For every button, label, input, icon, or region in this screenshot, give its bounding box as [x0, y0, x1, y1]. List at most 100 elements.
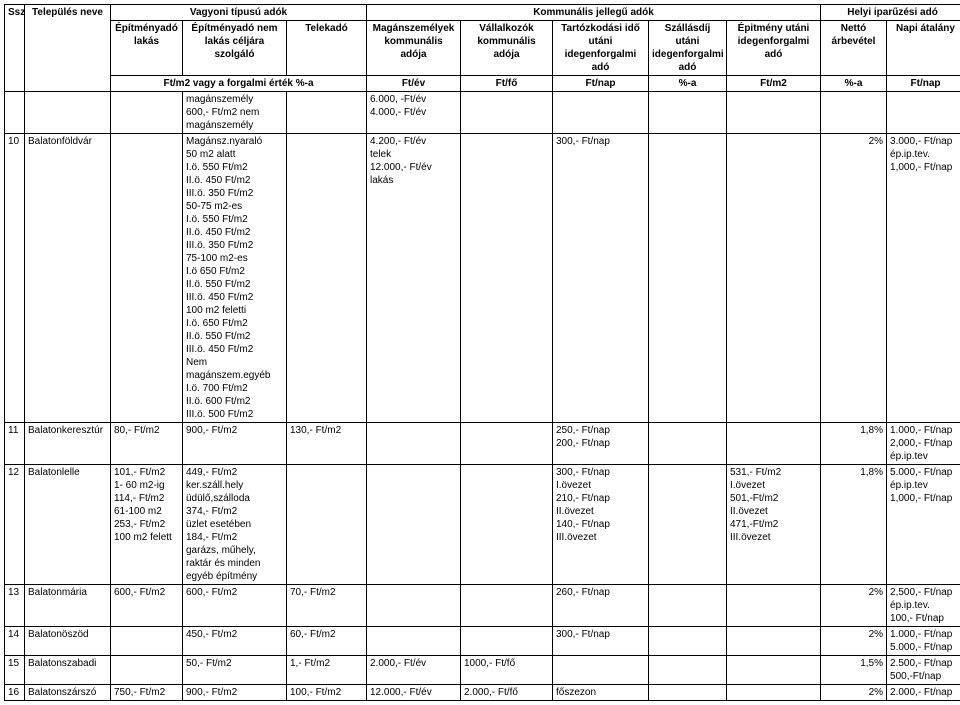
cell-napi: 2,500,- Ft/nap ép.ip.tev. 100,- Ft/nap: [887, 585, 960, 627]
cell-netto: 1,5%: [821, 656, 887, 685]
cell-vall: 2.000,- Ft/fő: [461, 685, 553, 701]
table-row: 13 Balatonmária 600,- Ft/m2 600,- Ft/m2 …: [5, 585, 960, 627]
table-row: 11 Balatonkeresztúr 80,- Ft/m2 900,- Ft/…: [5, 423, 960, 465]
cell-nemlakas: magánszemély 600,- Ft/m2 nem magánszemél…: [183, 92, 287, 134]
cell-nemlakas: 450,- Ft/m2: [183, 627, 287, 656]
sub-ftnap: Ft/nap: [553, 76, 649, 92]
cell-epit: [727, 585, 821, 627]
cell-netto: 1,8%: [821, 465, 887, 585]
sub-pct: %-a: [649, 76, 727, 92]
cell-szall: [649, 465, 727, 585]
cell-vall: [461, 465, 553, 585]
cell-ssz: 10: [5, 134, 25, 423]
cell-netto: 1,8%: [821, 423, 887, 465]
cell-szall: [649, 134, 727, 423]
cell-vall: 1000,- Ft/fő: [461, 656, 553, 685]
hdr-group-helyi: Helyi iparűzési adó: [821, 5, 960, 21]
cell-napi: [887, 92, 960, 134]
cell-magan: 12.000,- Ft/év: [367, 685, 461, 701]
cell-lakas: 750,- Ft/m2: [111, 685, 183, 701]
hdr-napi: Napi átalány: [887, 21, 960, 76]
cell-netto: [821, 92, 887, 134]
cell-nemlakas: Magánsz.nyaraló 50 m2 alatt I.ö. 550 Ft/…: [183, 134, 287, 423]
cell-magan: 4.200,- Ft/év telek 12.000,- Ft/év lakás: [367, 134, 461, 423]
hdr-telep: Település neve: [25, 5, 111, 92]
cell-ssz: 15: [5, 656, 25, 685]
cell-tart: 250,- Ft/nap 200,- Ft/nap: [553, 423, 649, 465]
cell-telek: 130,- Ft/m2: [287, 423, 367, 465]
table-row: 16 Balatonszárszó 750,- Ft/m2 900,- Ft/m…: [5, 685, 960, 701]
cell-szall: [649, 92, 727, 134]
cell-telek: 60,- Ft/m2: [287, 627, 367, 656]
cell-lakas: [111, 656, 183, 685]
cell-epit: [727, 423, 821, 465]
cell-tart: 300,- Ft/nap: [553, 627, 649, 656]
cell-telek: [287, 134, 367, 423]
cell-magan: 2.000,- Ft/év: [367, 656, 461, 685]
table-body: magánszemély 600,- Ft/m2 nem magánszemél…: [5, 92, 960, 701]
cell-telep: Balatonszabadi: [25, 656, 111, 685]
hdr-ssz: Ssz.: [5, 5, 25, 92]
cell-napi: 2.000,- Ft/nap: [887, 685, 960, 701]
sub-ftm2: Ft/m2 vagy a forgalmi érték %-a: [111, 76, 367, 92]
cell-epit: [727, 656, 821, 685]
sub-pct2: %-a: [821, 76, 887, 92]
hdr-tart: Tartózkodási idő utáni idegenforgalmi ad…: [553, 21, 649, 76]
cell-lakas: 101,- Ft/m2 1- 60 m2-ig 114,- Ft/m2 61-1…: [111, 465, 183, 585]
cell-tart: [553, 656, 649, 685]
cell-magan: [367, 465, 461, 585]
hdr-telek: Telekadó: [287, 21, 367, 76]
table-row: 15 Balatonszabadi 50,- Ft/m2 1,- Ft/m2 2…: [5, 656, 960, 685]
cell-szall: [649, 656, 727, 685]
sub-ftnap2: Ft/nap: [887, 76, 960, 92]
cell-nemlakas: 600,- Ft/m2: [183, 585, 287, 627]
cell-telek: 70,- Ft/m2: [287, 585, 367, 627]
hdr-epit: Épitmény utáni idegenforgalmi adó: [727, 21, 821, 76]
cell-magan: [367, 423, 461, 465]
cell-netto: 2%: [821, 685, 887, 701]
cell-nemlakas: 900,- Ft/m2: [183, 423, 287, 465]
cell-epit: [727, 685, 821, 701]
cell-netto: 2%: [821, 627, 887, 656]
cell-nemlakas: 50,- Ft/m2: [183, 656, 287, 685]
cell-epit: [727, 92, 821, 134]
cell-vall: [461, 134, 553, 423]
cell-napi: 3.000,- Ft/nap ép.ip.tev. 1,000,- Ft/nap: [887, 134, 960, 423]
cell-telek: [287, 92, 367, 134]
cell-vall: [461, 92, 553, 134]
cell-telek: 1,- Ft/m2: [287, 656, 367, 685]
cell-telep: [25, 92, 111, 134]
sub-ftfo: Ft/fő: [461, 76, 553, 92]
cell-napi: 5.000,- Ft/nap ép.ip.tev 1,000,- Ft/nap: [887, 465, 960, 585]
table-header: Ssz. Település neve Vagyoni típusú adók …: [5, 5, 960, 92]
cell-tart: 300,- Ft/nap I.övezet 210,- Ft/nap II.öv…: [553, 465, 649, 585]
cell-lakas: 80,- Ft/m2: [111, 423, 183, 465]
hdr-group-kommunalis: Kommunális jellegű adók: [367, 5, 821, 21]
cell-telep: Balatonöszöd: [25, 627, 111, 656]
cell-telep: Balatonlelle: [25, 465, 111, 585]
cell-telek: [287, 465, 367, 585]
cell-vall: [461, 423, 553, 465]
hdr-vall: Vállalkozók kommunális adója: [461, 21, 553, 76]
cell-tart: 300,- Ft/nap: [553, 134, 649, 423]
cell-ssz: 12: [5, 465, 25, 585]
cell-magan: [367, 585, 461, 627]
hdr-szall: Szállásdíj utáni idegenforgalmi adó: [649, 21, 727, 76]
table-row: 10 Balatonföldvár Magánsz.nyaraló 50 m2 …: [5, 134, 960, 423]
cell-tart: 260,- Ft/nap: [553, 585, 649, 627]
cell-napi: 1.000,- Ft/nap 5.000,- Ft/nap: [887, 627, 960, 656]
cell-szall: [649, 585, 727, 627]
hdr-magan: Magánszemélyek kommunális adója: [367, 21, 461, 76]
cell-szall: [649, 423, 727, 465]
cell-magan: 6.000, -Ft/év 4.000,- Ft/év: [367, 92, 461, 134]
cell-lakas: [111, 134, 183, 423]
cell-napi: 1.000,- Ft/nap 2,000,- Ft/nap ép.ip.tev: [887, 423, 960, 465]
hdr-nemlakas: Építményadó nem lakás céljára szolgáló: [183, 21, 287, 76]
hdr-netto: Nettó árbevétel: [821, 21, 887, 76]
cell-telep: Balatonkeresztúr: [25, 423, 111, 465]
tax-table: Ssz. Település neve Vagyoni típusú adók …: [4, 4, 960, 701]
cell-szall: [649, 627, 727, 656]
cell-lakas: [111, 627, 183, 656]
cell-telep: Balatonmária: [25, 585, 111, 627]
cell-magan: [367, 627, 461, 656]
